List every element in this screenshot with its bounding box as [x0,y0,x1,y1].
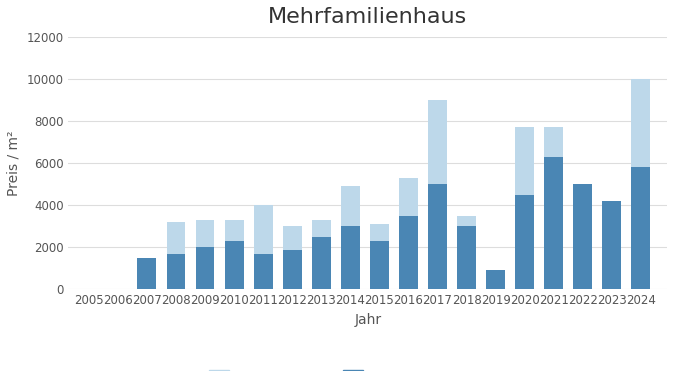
Bar [457,216,476,289]
X-axis label: Jahr: Jahr [355,313,381,327]
Bar [632,79,650,289]
Bar [399,178,418,289]
Bar [253,254,272,289]
Bar [457,226,476,289]
Bar [428,100,447,289]
Y-axis label: Preis / m²: Preis / m² [7,130,21,196]
Bar [370,241,389,289]
Bar [283,226,302,289]
Bar [486,270,505,289]
Bar [253,205,272,289]
Bar [574,184,592,289]
Legend: höchster Preis, durchschnittlicher Preis: höchster Preis, durchschnittlicher Preis [204,365,532,371]
Bar [166,254,185,289]
Title: Mehrfamilienhaus: Mehrfamilienhaus [268,7,467,27]
Bar [341,186,360,289]
Bar [574,184,592,289]
Bar [312,237,331,289]
Bar [195,247,214,289]
Bar [312,220,331,289]
Bar [545,157,563,289]
Bar [486,270,505,289]
Bar [137,258,156,289]
Bar [224,241,243,289]
Bar [195,220,214,289]
Bar [341,226,360,289]
Bar [603,201,621,289]
Bar [166,222,185,289]
Bar [515,195,534,289]
Bar [399,216,418,289]
Bar [370,224,389,289]
Bar [137,258,156,289]
Bar [632,167,650,289]
Bar [603,201,621,289]
Bar [428,184,447,289]
Bar [283,250,302,289]
Bar [545,127,563,289]
Bar [515,127,534,289]
Bar [224,220,243,289]
